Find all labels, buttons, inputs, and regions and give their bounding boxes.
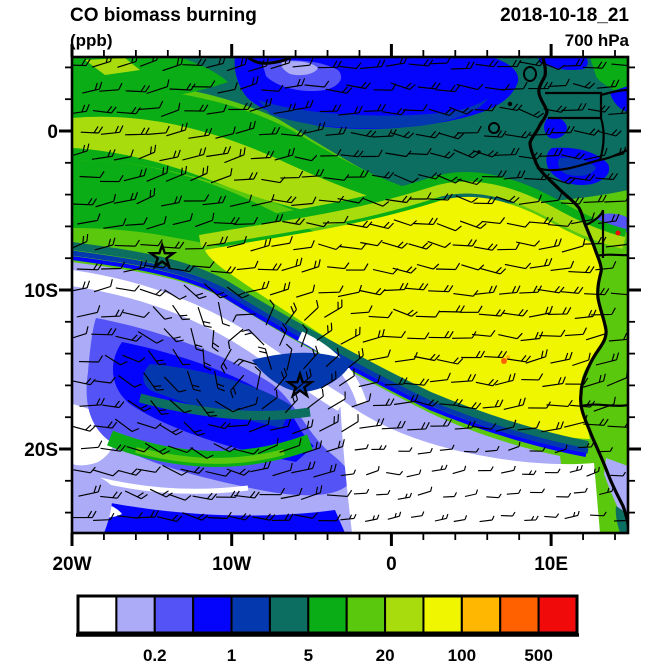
border-congo-drc-angola (585, 209, 628, 258)
xaxis-label-10e: 10E (534, 554, 568, 575)
datetime-label: 2018-10-18_21 (500, 5, 629, 26)
xaxis-label-0: 0 (386, 554, 397, 575)
colorbar-cell (115, 595, 156, 634)
colorbar-tick-label: 100 (448, 646, 476, 665)
border-eq-guinea (545, 91, 603, 120)
wind-barb-lines (72, 57, 628, 523)
colorbar-cell (537, 595, 578, 634)
field-chartreuse-nw-fleck (85, 58, 140, 75)
field-swirl-navy-ne-band (252, 352, 352, 392)
page-title: CO biomass burning (70, 5, 257, 26)
colorbar: 0.2 1 5 20 100 500 (76, 594, 579, 665)
colorbar-cell (153, 595, 195, 634)
star-marker (284, 370, 316, 399)
colorbar-cell (345, 595, 387, 634)
colorbar-cell (77, 595, 118, 634)
colorbar-cell (499, 595, 540, 634)
border-angola-namibia (580, 403, 628, 408)
field-red-speck (615, 230, 621, 236)
field-orange-speck (501, 358, 507, 364)
units-label: (ppb) (70, 31, 112, 50)
coastline-guinea-gulf (245, 57, 293, 65)
colorbar-cell (422, 595, 463, 634)
yaxis-label-10s: 10S (24, 281, 58, 302)
colorbar-cell (230, 595, 271, 634)
colorbar-cell (268, 595, 310, 634)
axis-ticks (59, 44, 641, 546)
field-navy-north-band (258, 98, 488, 129)
island-bioko (523, 66, 537, 82)
colorbar-tick-label: 0.2 (143, 646, 167, 665)
colorbar-cell (192, 595, 233, 634)
island-principe (507, 101, 513, 107)
country-borders (536, 88, 628, 408)
field-white-thin-arc (99, 477, 249, 494)
map-frame (70, 55, 630, 535)
colorbar-cell (307, 595, 348, 634)
field-orange-speck-2 (506, 355, 510, 359)
wind-barbs (72, 57, 628, 523)
border-cameroon-e (600, 88, 628, 97)
xaxis-label-20w: 20W (52, 554, 91, 575)
map-field (72, 57, 628, 533)
field-swirl-chartreuse-core (135, 447, 285, 464)
colorbar-cell (460, 595, 502, 634)
field-white-southeast (340, 398, 600, 533)
yaxis-label-0: 0 (47, 122, 58, 143)
star-marker (147, 241, 178, 270)
border-gabon-congo (536, 117, 628, 172)
field-yellow-plume (205, 196, 607, 439)
colorbar-tick-label: 20 (376, 646, 395, 665)
field-lavender-sw-corner (72, 468, 113, 533)
field-chartreuse-transition (198, 181, 626, 249)
colorbar-tick-label: 5 (304, 646, 313, 665)
field-chartreuse-band-west (72, 116, 400, 218)
colorbar-border (76, 594, 579, 635)
field-swirl-teal-arc (138, 393, 311, 421)
island-sao-tome (488, 122, 500, 134)
colorbar-cells (76, 594, 579, 637)
field-teal-boundary (72, 242, 589, 449)
colorbar-tick-label: 1 (227, 646, 236, 665)
star-markers (147, 241, 316, 399)
colorbar-labels: 0.2 1 5 20 100 500 (143, 646, 553, 665)
colorbar-cell (384, 595, 425, 634)
xaxis-label-10w: 10W (212, 554, 251, 575)
level-label: 700 hPa (565, 31, 630, 50)
field-blue-topright (538, 57, 588, 71)
coastline-africa (528, 57, 628, 531)
colorbar-tick-label: 500 (524, 646, 552, 665)
field-green-ne (590, 57, 628, 98)
field-blue-bottom-band (95, 502, 345, 533)
field-blue-land-1 (544, 117, 567, 139)
yaxis-label-20s: 20S (24, 440, 58, 461)
